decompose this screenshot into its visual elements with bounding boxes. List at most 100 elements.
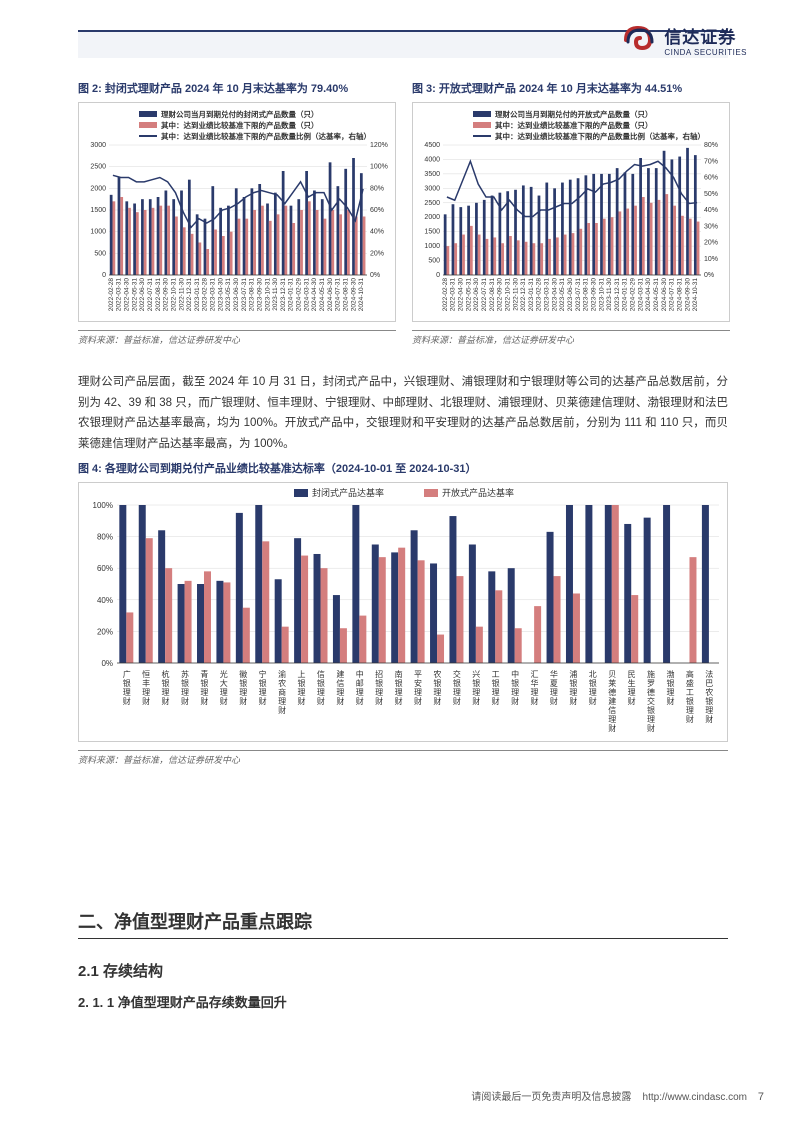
chart3-block: 图 3: 开放式理财产品 2024 年 10 月末达基率为 44.51% 理财公… [412,80,730,346]
svg-text:施: 施 [647,669,655,679]
svg-text:120%: 120% [370,142,388,149]
svg-text:2023-07-31: 2023-07-31 [241,278,248,312]
svg-text:理: 理 [686,706,694,715]
svg-text:苏: 苏 [181,669,189,679]
svg-text:渤: 渤 [666,669,674,679]
svg-text:银: 银 [123,678,131,688]
svg-text:2500: 2500 [424,200,440,207]
svg-text:浦: 浦 [569,669,577,679]
svg-text:信: 信 [608,705,616,715]
footer-url: http://www.cindasc.com [643,1092,747,1103]
svg-text:2023-03-31: 2023-03-31 [544,278,551,312]
svg-text:2500: 2500 [90,164,106,171]
logo-swirl-icon [618,20,658,60]
svg-text:其中：达到业绩比较基准下限的产品数量比例（达基率，右轴）: 其中：达到业绩比较基准下限的产品数量比例（达基率，右轴） [161,131,371,141]
svg-text:其中：达到业绩比较基准下限的产品数量（只）: 其中：达到业绩比较基准下限的产品数量（只） [161,120,319,130]
svg-text:银: 银 [239,678,247,688]
section-heading-1: 二、净值型理财产品重点跟踪 [78,908,728,939]
svg-text:光: 光 [220,669,228,679]
svg-text:信: 信 [336,678,344,688]
svg-text:银: 银 [666,678,674,688]
svg-text:财: 财 [336,696,344,706]
svg-text:银: 银 [453,678,461,688]
svg-text:2024-05-31: 2024-05-31 [319,278,326,312]
svg-text:2022-05-31: 2022-05-31 [131,278,138,312]
svg-text:2022-11-30: 2022-11-30 [178,278,185,311]
svg-text:80%: 80% [97,533,113,542]
svg-text:宁: 宁 [259,669,267,679]
svg-text:信: 信 [317,669,325,679]
chart2-title: 图 2: 封闭式理财产品 2024 年 10 月末达基率为 79.40% [78,80,396,96]
svg-text:理: 理 [453,688,461,697]
svg-text:巴: 巴 [705,679,713,688]
svg-text:理: 理 [589,688,597,697]
charts-row-top: 图 2: 封闭式理财产品 2024 年 10 月末达基率为 79.40% 理财公… [78,80,728,346]
svg-text:2024-09-30: 2024-09-30 [350,278,357,312]
svg-text:财: 财 [492,696,500,706]
svg-text:2024-08-31: 2024-08-31 [676,278,683,312]
svg-text:理: 理 [317,688,325,697]
svg-text:100%: 100% [93,501,113,510]
footer-disclaimer: 请阅读最后一页免责声明及信息披露 http://www.cindasc.com [471,1088,747,1103]
svg-text:40%: 40% [370,229,384,236]
chart2-canvas: 理财公司当月到期兑付的封闭式产品数量（只）其中：达到业绩比较基准下限的产品数量（… [78,102,396,322]
svg-text:银: 银 [647,705,655,715]
paragraph-1: 理财公司产品层面，截至 2024 年 10 月 31 日，封闭式产品中，兴银理财… [78,372,728,455]
svg-text:20%: 20% [704,240,718,247]
svg-text:2022-09-30: 2022-09-30 [497,278,504,312]
svg-text:银: 银 [162,678,170,688]
svg-text:财: 财 [453,696,461,706]
svg-text:1000: 1000 [90,229,106,236]
svg-text:2024-03-31: 2024-03-31 [637,278,644,312]
svg-text:交: 交 [647,696,655,706]
svg-text:2022-10-31: 2022-10-31 [504,278,511,312]
svg-text:理: 理 [608,715,616,724]
svg-text:2022-02-28: 2022-02-28 [108,278,115,312]
svg-text:2023-07-31: 2023-07-31 [575,278,582,312]
svg-text:2022-06-30: 2022-06-30 [139,278,146,312]
svg-text:其中：达到业绩比较基准下限的产品数量比例（达基率，右轴）: 其中：达到业绩比较基准下限的产品数量比例（达基率，右轴） [495,131,705,141]
svg-text:中: 中 [356,669,364,679]
svg-text:理: 理 [395,688,403,697]
svg-text:1500: 1500 [424,229,440,236]
svg-text:2023-06-30: 2023-06-30 [567,278,574,312]
svg-text:2024-10-31: 2024-10-31 [358,278,365,312]
svg-text:2023-08-31: 2023-08-31 [583,278,590,312]
svg-text:财: 财 [297,696,305,706]
svg-text:2023-11-30: 2023-11-30 [606,278,613,311]
svg-text:财: 财 [162,696,170,706]
svg-text:2022-05-31: 2022-05-31 [465,278,472,312]
svg-text:500: 500 [428,258,440,265]
svg-text:财: 财 [123,696,131,706]
svg-text:理: 理 [414,688,422,697]
svg-text:银: 银 [511,678,519,688]
svg-text:1500: 1500 [90,207,106,214]
svg-text:财: 财 [375,696,383,706]
svg-text:3000: 3000 [424,185,440,192]
chart4-block: 图 4: 各理财公司到期兑付产品业绩比较基准达标率（2024-10-01 至 2… [78,460,728,766]
svg-text:2023-12-31: 2023-12-31 [614,278,621,312]
svg-text:理: 理 [705,706,713,715]
svg-text:民: 民 [628,670,636,679]
svg-text:银: 银 [395,678,403,688]
svg-text:交: 交 [453,669,461,679]
svg-text:财: 财 [511,696,519,706]
svg-text:理: 理 [647,715,655,724]
chart3-title: 图 3: 开放式理财产品 2024 年 10 月末达基率为 44.51% [412,80,730,96]
svg-text:2022-12-31: 2022-12-31 [186,278,193,312]
svg-text:罗: 罗 [647,679,655,688]
svg-text:理: 理 [375,688,383,697]
svg-text:2023-01-31: 2023-01-31 [528,278,535,312]
svg-text:财: 财 [705,714,713,724]
svg-text:2022-07-31: 2022-07-31 [481,278,488,312]
svg-text:4500: 4500 [424,142,440,149]
svg-text:2023-09-30: 2023-09-30 [590,278,597,312]
svg-text:理: 理 [336,688,344,697]
svg-text:理: 理 [278,697,286,706]
svg-text:60%: 60% [370,207,384,214]
chart4-title: 图 4: 各理财公司到期兑付产品业绩比较基准达标率（2024-10-01 至 2… [78,460,728,476]
svg-text:财: 财 [686,714,694,724]
svg-text:40%: 40% [97,596,113,605]
svg-text:理: 理 [628,688,636,697]
svg-text:南: 南 [395,669,403,679]
